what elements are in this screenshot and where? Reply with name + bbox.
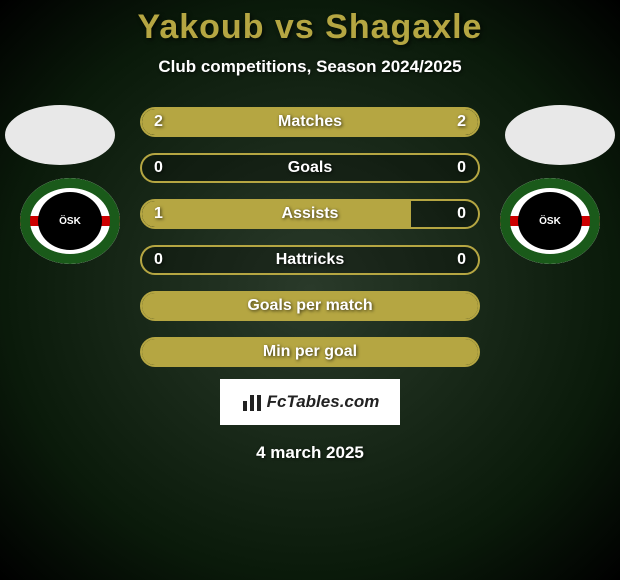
player-silhouette-left	[5, 105, 115, 165]
stat-fill-left	[142, 201, 411, 227]
stat-row: 1 Assists 0	[140, 199, 480, 229]
player-silhouette-right	[505, 105, 615, 165]
stat-left-value: 2	[154, 113, 163, 131]
stat-left-value: 1	[154, 205, 163, 223]
stat-left-value: 0	[154, 159, 163, 177]
stat-label: Goals per match	[247, 297, 372, 315]
comparison-title: Yakoub vs Shagaxle	[138, 8, 483, 47]
stats-list: 2 Matches 2 0 Goals 0 1 Assists 0 0 Hattricks 0 Goal…	[140, 107, 480, 367]
stat-label: Matches	[278, 113, 342, 131]
club-badge-right: ÖSK	[500, 178, 600, 264]
stat-row: Min per goal	[140, 337, 480, 367]
stat-row: 2 Matches 2	[140, 107, 480, 137]
stat-row: 0 Goals 0	[140, 153, 480, 183]
stat-right-value: 2	[457, 113, 466, 131]
stat-label: Goals	[288, 159, 332, 177]
stat-right-value: 0	[457, 251, 466, 269]
stat-right-value: 0	[457, 159, 466, 177]
club-badge-left: ÖSK	[20, 178, 120, 264]
comparison-date: 4 march 2025	[256, 443, 364, 463]
bars-icon	[241, 391, 263, 413]
stat-right-value: 0	[457, 205, 466, 223]
watermark-badge: FcTables.com	[220, 379, 400, 425]
stat-row: 0 Hattricks 0	[140, 245, 480, 275]
stat-left-value: 0	[154, 251, 163, 269]
stat-label: Assists	[282, 205, 339, 223]
comparison-subtitle: Club competitions, Season 2024/2025	[158, 57, 461, 77]
watermark-text: FcTables.com	[267, 392, 380, 412]
stat-label: Min per goal	[263, 343, 357, 361]
stat-row: Goals per match	[140, 291, 480, 321]
stat-label: Hattricks	[276, 251, 344, 269]
